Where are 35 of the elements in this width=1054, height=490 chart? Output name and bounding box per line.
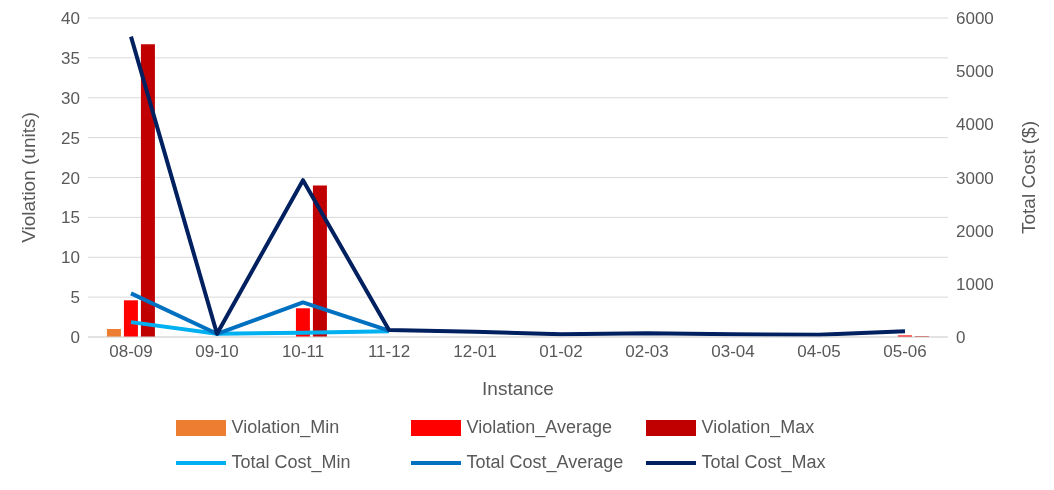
y-tick-label: 10 [61,248,80,268]
x-tick-label: 11-12 [367,342,411,362]
y-tick-label: 0 [70,328,80,348]
x-tick-label: 03-04 [711,342,755,362]
legend-label: Violation_Min [231,417,340,438]
legend-label: Violation_Max [701,417,815,438]
y2-tick-label: 2000 [956,221,994,241]
y2-axis-title: Total Cost ($) [1017,121,1039,234]
y2-tick-label: 0 [956,328,966,348]
y-tick-label: 30 [61,88,80,108]
legend-label: Total Cost_Max [701,452,826,473]
x-tick-label: 02-03 [625,342,669,362]
y2-tick-label: 6000 [956,9,994,29]
y-tick-label: 25 [61,128,80,148]
y2-tick-label: 5000 [956,62,994,82]
legend-label: Total Cost_Min [231,452,351,473]
x-tick-label: 08-09 [109,342,153,362]
y-tick-label: 20 [61,168,80,188]
x-tick-label: 01-02 [539,342,583,362]
x-tick-label: 04-05 [797,342,841,362]
y-tick-label: 40 [61,9,80,29]
x-tick-label: 12-01 [453,342,497,362]
legend-label: Total Cost_Average [466,452,624,473]
y-tick-label: 15 [61,208,80,228]
x-tick-label: 10-11 [281,342,325,362]
y-tick-label: 5 [70,288,80,308]
y2-tick-label: 1000 [956,274,994,294]
x-axis-title: Instance [482,378,554,399]
y2-tick-label: 4000 [956,115,994,135]
x-tick-label: 09-10 [195,342,239,362]
legend-label: Violation_Average [466,417,612,438]
y-axis-title: Violation (units) [17,112,39,243]
y-tick-label: 35 [61,48,80,68]
y2-tick-label: 3000 [956,168,994,188]
x-tick-label: 05-06 [883,342,927,362]
